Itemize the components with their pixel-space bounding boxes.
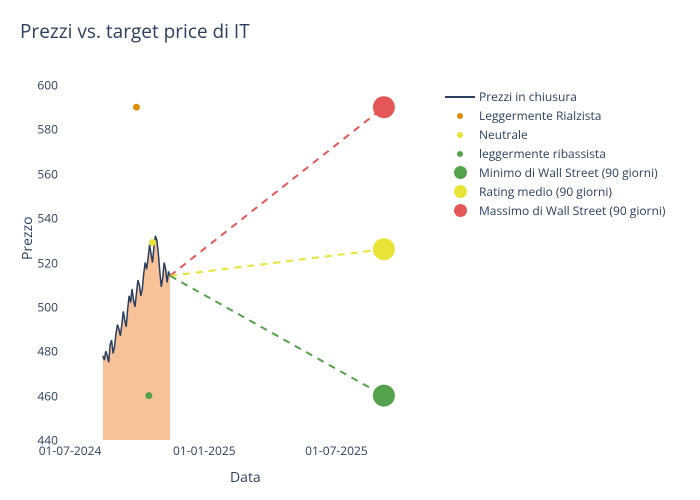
y-tick: 460	[18, 387, 58, 404]
x-tick: 01-01-2025	[173, 442, 236, 459]
y-tick: 500	[18, 298, 58, 315]
y-tick: 560	[18, 165, 58, 182]
plot-area	[70, 85, 435, 440]
y-tick: 480	[18, 343, 58, 360]
legend-label: Prezzi in chiusura	[479, 88, 577, 105]
chart-title: Prezzi vs. target price di IT	[20, 18, 250, 44]
legend-swatch	[445, 90, 475, 104]
projection-line-mean	[170, 249, 384, 276]
legend-label: Minimo di Wall Street (90 giorni)	[479, 164, 658, 181]
legend-label: Rating medio (90 giorni)	[479, 183, 612, 200]
chart-container: Prezzi vs. target price di IT Prezzo Dat…	[0, 0, 700, 500]
legend-swatch	[445, 128, 475, 142]
legend: Prezzi in chiusura Leggermente Rialzista N…	[445, 87, 665, 220]
rating-dot-neutrale	[149, 239, 156, 246]
legend-swatch	[445, 147, 475, 161]
legend-label: leggermente ribassista	[479, 145, 606, 162]
projection-line-max	[170, 107, 384, 276]
y-tick: 600	[18, 77, 58, 94]
projection-end-min	[373, 385, 395, 407]
y-tick: 540	[18, 210, 58, 227]
legend-item-max[interactable]: Massimo di Wall Street (90 giorni)	[445, 201, 665, 220]
legend-swatch	[445, 204, 475, 218]
projection-line-min	[170, 276, 384, 396]
legend-label: Massimo di Wall Street (90 giorni)	[479, 202, 665, 219]
rating-dot-rialzista	[133, 104, 140, 111]
legend-swatch	[445, 109, 475, 123]
x-tick: 01-07-2024	[39, 442, 102, 459]
projection-end-mean	[373, 238, 395, 260]
y-tick: 580	[18, 121, 58, 138]
legend-item-rialzista[interactable]: Leggermente Rialzista	[445, 106, 665, 125]
rating-dot-ribassista	[145, 392, 152, 399]
legend-item-mean[interactable]: Rating medio (90 giorni)	[445, 182, 665, 201]
legend-item-ribassista[interactable]: leggermente ribassista	[445, 144, 665, 163]
legend-label: Neutrale	[479, 126, 528, 143]
legend-swatch	[445, 185, 475, 199]
y-tick: 520	[18, 254, 58, 271]
legend-swatch	[445, 166, 475, 180]
x-axis-label: Data	[230, 468, 261, 487]
legend-item-prezzi[interactable]: Prezzi in chiusura	[445, 87, 665, 106]
x-tick: 01-07-2025	[305, 442, 368, 459]
legend-label: Leggermente Rialzista	[479, 107, 601, 124]
legend-item-neutrale[interactable]: Neutrale	[445, 125, 665, 144]
projection-end-max	[373, 96, 395, 118]
legend-item-min[interactable]: Minimo di Wall Street (90 giorni)	[445, 163, 665, 182]
